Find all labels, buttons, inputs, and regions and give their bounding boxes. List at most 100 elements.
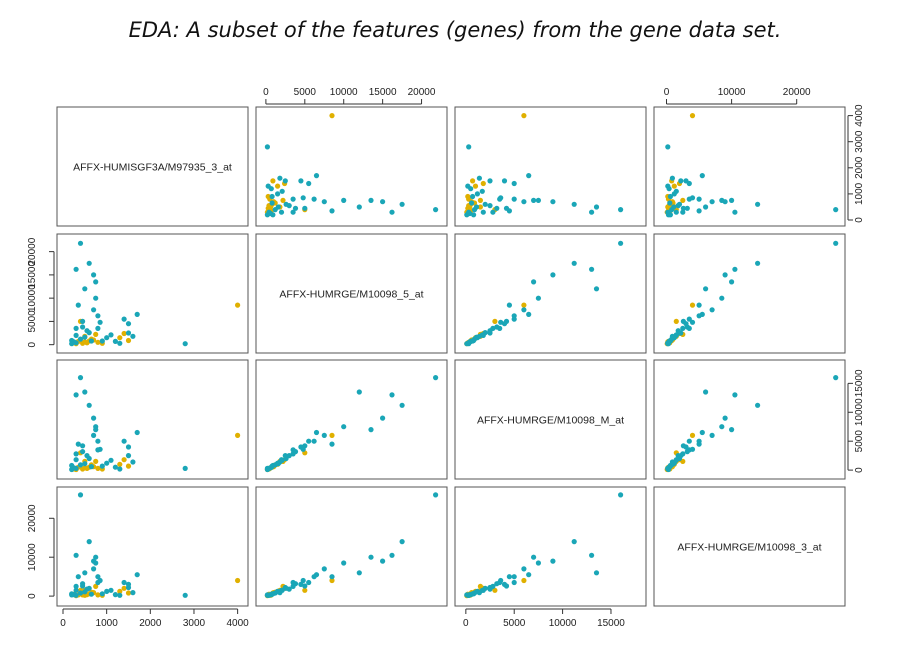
data-point — [91, 566, 97, 572]
data-point — [269, 591, 275, 597]
data-point — [466, 209, 472, 215]
data-point — [93, 458, 99, 464]
data-point — [235, 302, 241, 308]
data-point — [313, 429, 320, 436]
data-point — [618, 207, 624, 213]
data-point — [356, 389, 362, 395]
data-point — [684, 449, 690, 455]
y-tick-label: 20000 — [27, 237, 38, 265]
data-point — [265, 183, 271, 189]
data-point — [80, 324, 86, 330]
data-point — [104, 588, 110, 595]
data-point — [73, 587, 79, 593]
data-point — [474, 191, 480, 197]
variable-label: AFFX-HUMRGE/M10098_M_at — [477, 415, 624, 427]
x-tick-label: 15000 — [597, 618, 625, 629]
data-point — [73, 592, 79, 598]
data-point — [729, 197, 735, 203]
data-point — [479, 332, 485, 338]
data-point — [680, 451, 686, 457]
data-point — [684, 324, 690, 330]
data-point — [689, 195, 696, 201]
data-point — [290, 209, 296, 215]
panel-frame — [454, 233, 647, 354]
data-point — [689, 319, 696, 325]
data-point — [676, 201, 683, 207]
data-point — [466, 144, 472, 150]
data-point — [719, 197, 725, 203]
data-point — [125, 321, 132, 327]
data-point — [511, 579, 517, 586]
data-point — [719, 424, 725, 430]
data-point — [117, 466, 123, 472]
variable-label: AFFX-HUMRGE/M10098_5_at — [279, 289, 423, 301]
data-point — [73, 451, 79, 457]
data-point — [302, 587, 308, 593]
data-point — [571, 539, 577, 545]
data-point — [77, 462, 84, 468]
x-tick-label: 0 — [263, 87, 269, 98]
data-point — [300, 446, 306, 452]
data-point — [665, 144, 671, 150]
data-point — [182, 592, 188, 598]
data-point — [91, 432, 97, 438]
data-point — [82, 286, 88, 292]
data-point — [278, 209, 285, 215]
data-point — [492, 587, 498, 593]
panel-frame — [454, 486, 647, 607]
data-point — [535, 560, 542, 566]
data-point — [680, 318, 687, 324]
data-point — [69, 466, 75, 473]
data-point — [279, 587, 285, 593]
data-point — [673, 457, 679, 463]
data-point — [130, 459, 136, 465]
data-point — [302, 205, 308, 211]
data-point — [732, 392, 738, 398]
data-point — [275, 461, 281, 467]
y-tick-label: 5000 — [27, 310, 38, 333]
panel-frame — [56, 486, 249, 607]
data-point — [490, 209, 496, 215]
x-tick-label: 5000 — [503, 618, 526, 629]
data-point — [709, 307, 715, 313]
data-point — [73, 325, 79, 331]
data-point — [77, 336, 84, 342]
data-point — [86, 455, 92, 462]
data-point — [482, 201, 488, 207]
x-tick-label: 2000 — [139, 618, 162, 629]
data-point — [833, 207, 839, 213]
data-point — [473, 334, 480, 340]
data-point — [699, 429, 705, 436]
data-point — [680, 209, 686, 215]
data-point — [671, 204, 677, 210]
data-point — [480, 209, 486, 215]
data-point — [73, 332, 79, 338]
data-point — [433, 492, 439, 498]
data-point — [73, 457, 79, 463]
data-point — [719, 295, 725, 301]
data-point — [618, 240, 624, 246]
data-point — [833, 240, 839, 246]
data-point — [470, 178, 476, 184]
panel-frame — [56, 106, 249, 227]
data-point — [399, 539, 405, 545]
data-point — [389, 392, 395, 398]
data-point — [121, 438, 127, 444]
data-point — [86, 585, 92, 591]
data-point — [732, 209, 738, 215]
data-point — [593, 570, 600, 576]
data-point — [506, 302, 512, 308]
data-point — [494, 581, 500, 587]
data-point — [389, 209, 395, 215]
x-tick-label: 3000 — [183, 618, 206, 629]
data-point — [321, 566, 327, 572]
data-point — [290, 196, 296, 202]
data-point — [494, 324, 500, 330]
x-tick-label: 0 — [60, 618, 66, 629]
data-point — [99, 591, 105, 597]
data-point — [665, 209, 671, 215]
x-tick-label: 10000 — [330, 87, 358, 98]
data-point — [121, 316, 127, 322]
data-point — [368, 427, 374, 433]
data-point — [477, 197, 483, 203]
